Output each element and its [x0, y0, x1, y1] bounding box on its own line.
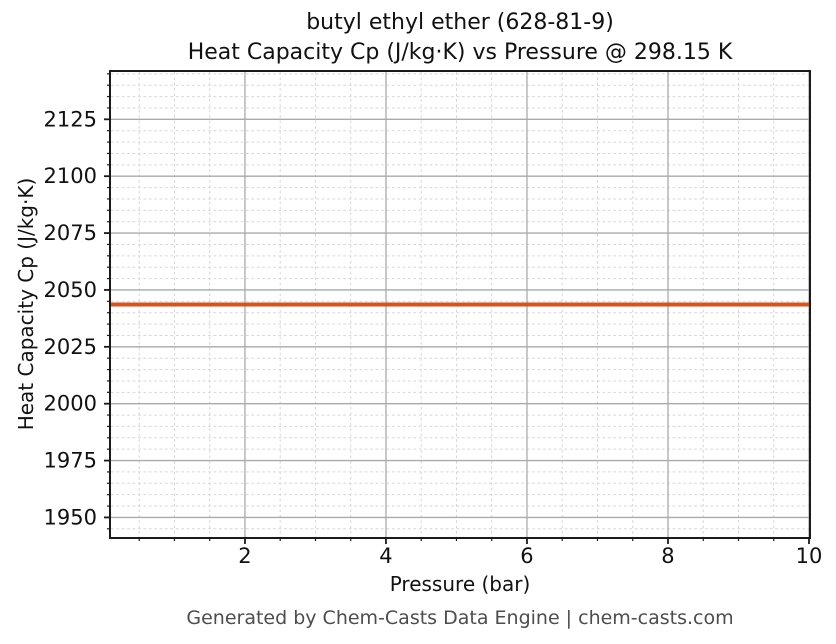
y-tick-label: 2025: [44, 335, 97, 359]
footer-credit: Generated by Chem-Casts Data Engine | ch…: [186, 607, 734, 629]
chart-title-line1: butyl ethyl ether (628-81-9): [306, 10, 614, 35]
y-tick-label: 2100: [44, 164, 97, 188]
chart-title: butyl ethyl ether (628-81-9) Heat Capaci…: [111, 8, 809, 68]
x-tick-label: 2: [238, 544, 251, 568]
y-tick-label: 2075: [44, 221, 97, 245]
x-axis-label: Pressure (bar): [389, 572, 531, 596]
y-tick-label: 2050: [44, 278, 97, 302]
x-tick-label: 8: [661, 544, 674, 568]
x-tick-label: 6: [520, 544, 533, 568]
y-tick-label: 1950: [44, 505, 97, 529]
chart-title-line2: Heat Capacity Cp (J/kg·K) vs Pressure @ …: [187, 40, 733, 65]
y-tick-label: 2125: [44, 107, 97, 131]
x-tick-label: 10: [796, 544, 823, 568]
plot-border: [109, 70, 811, 539]
x-tick-label: 4: [379, 544, 392, 568]
y-tick-label: 2000: [44, 392, 97, 416]
y-tick-label: 1975: [44, 449, 97, 473]
